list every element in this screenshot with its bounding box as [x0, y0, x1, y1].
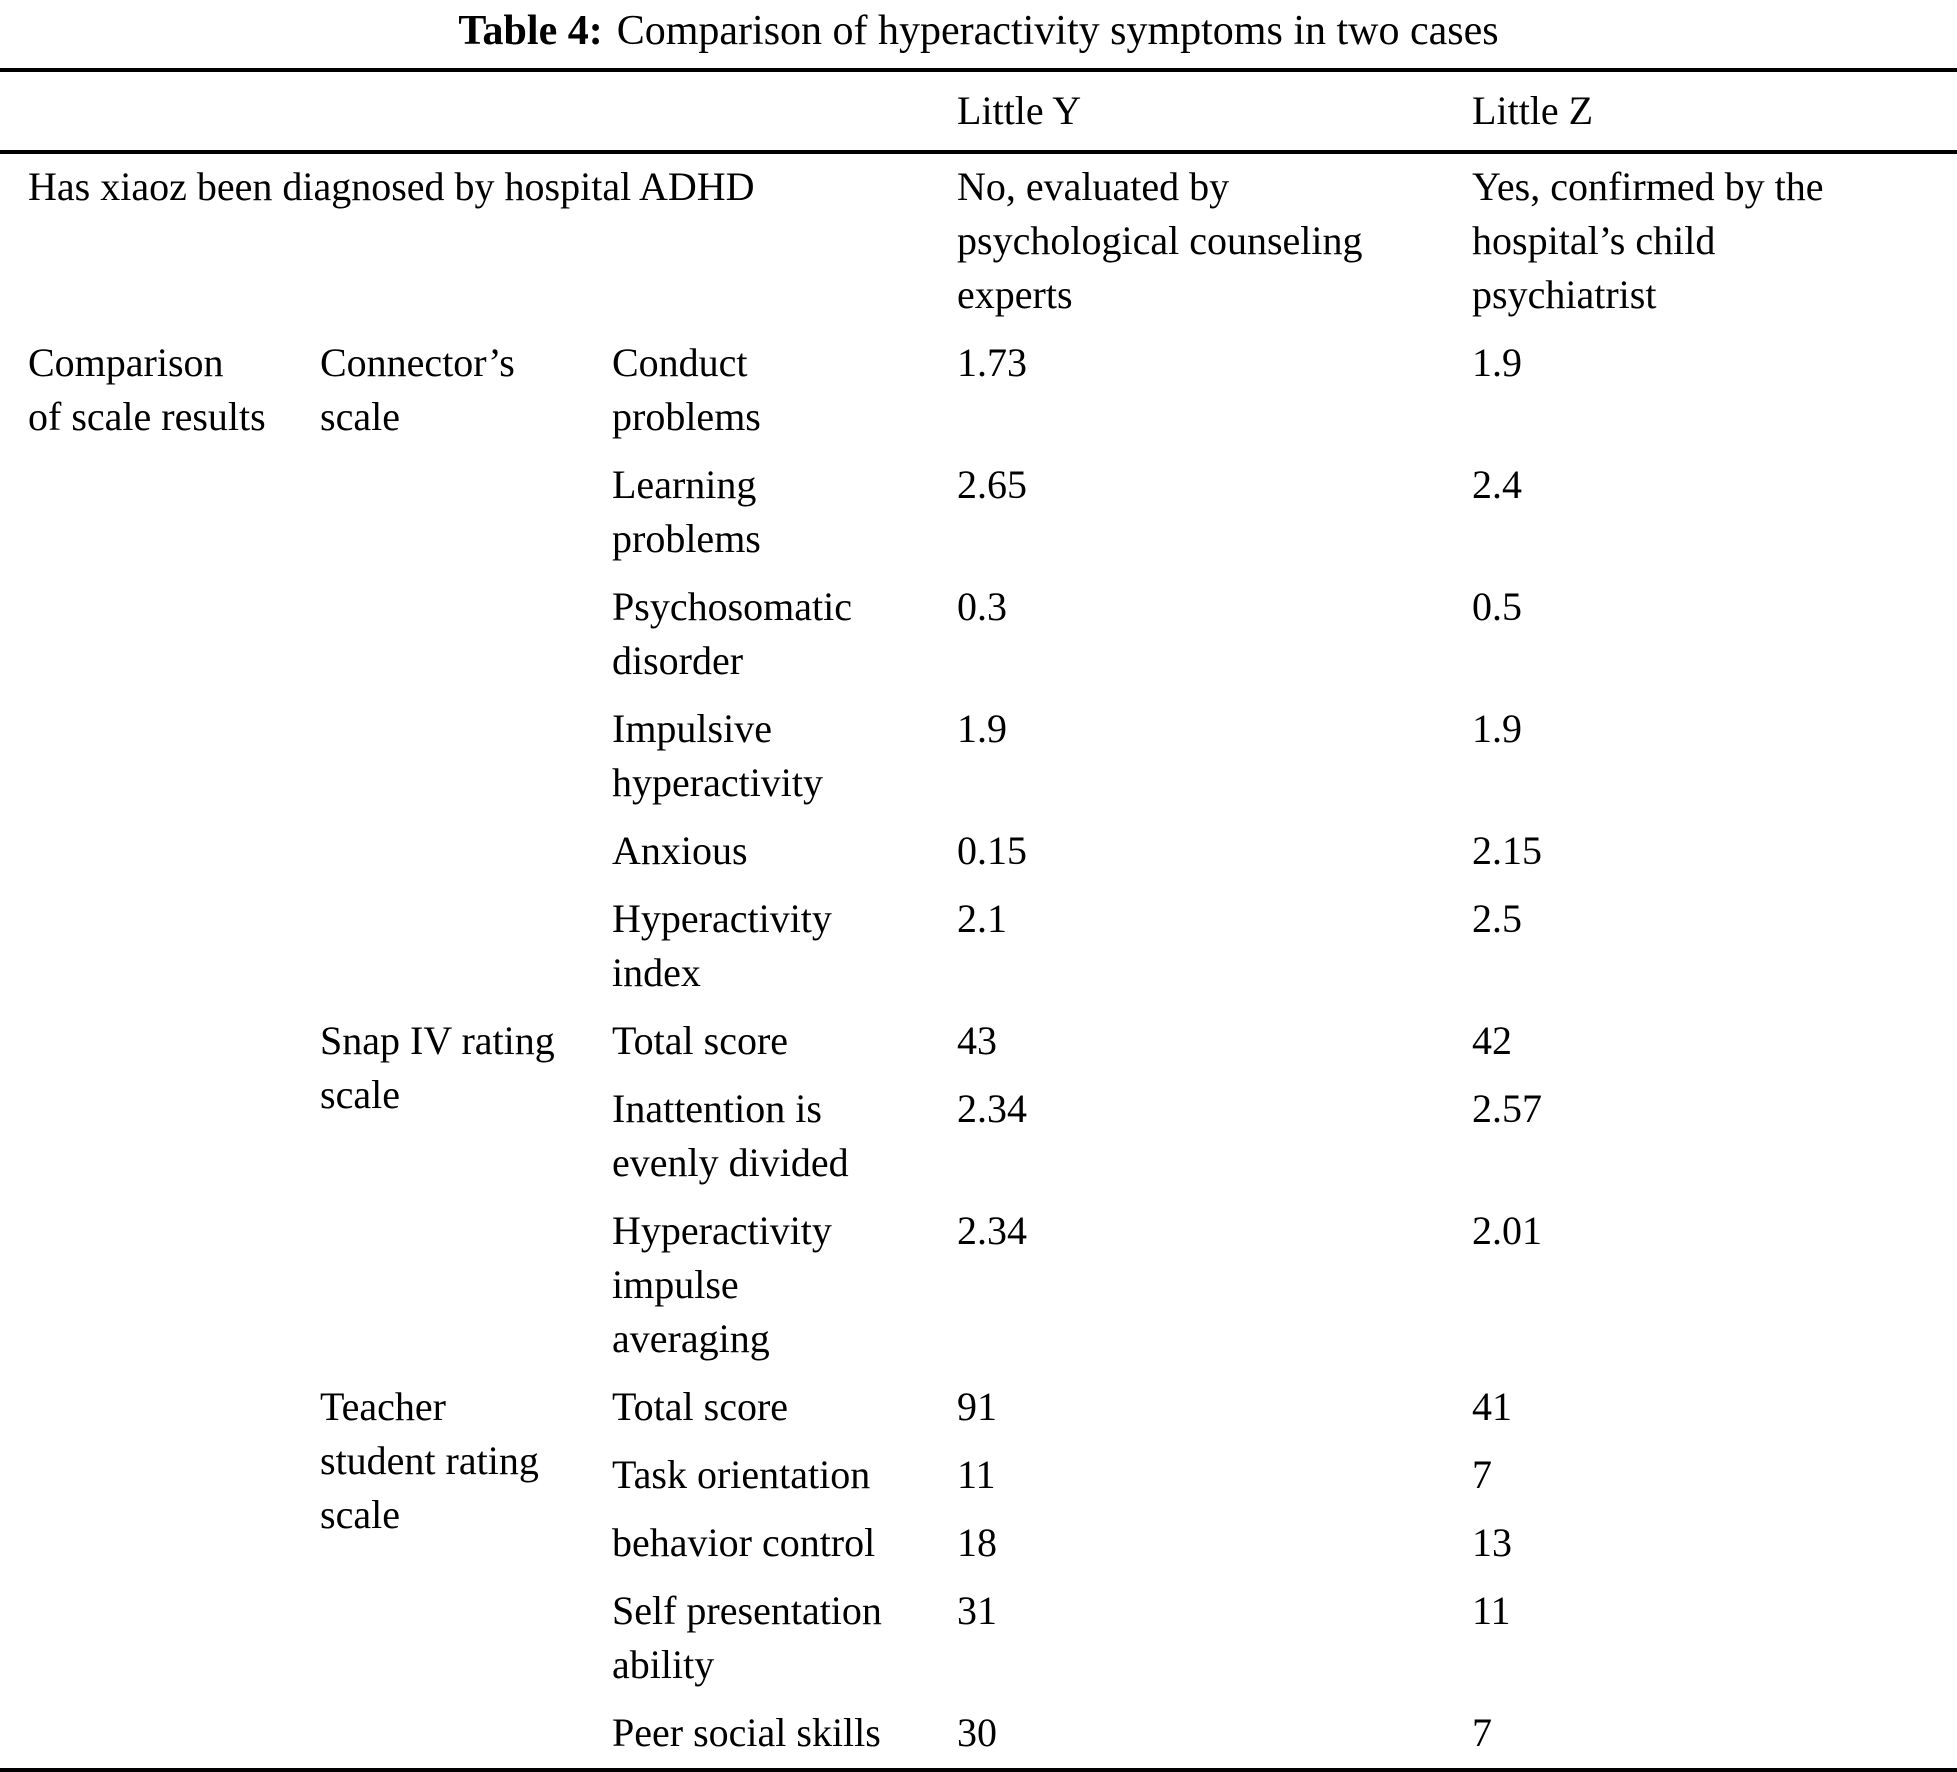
item-row: Anxious 0.15 2.15 [0, 818, 1957, 886]
column-header-little-y: Little Y [957, 88, 1082, 133]
item-row: Teacher student rating scale Total score 9… [0, 1374, 1957, 1537]
item-label-cell: Anxious [612, 828, 748, 873]
little-y-value-cell: 31 [957, 1588, 998, 1633]
item-label-cell: Learning problems [612, 462, 761, 561]
item-label-cell: Hyperactivity impulse averaging [612, 1208, 832, 1361]
little-y-value-cell: 2.34 [957, 1208, 1028, 1253]
item-label-cell: Task orientation [612, 1452, 871, 1497]
little-z-value-cell: 2.01 [1472, 1208, 1543, 1253]
little-y-value-cell: 1.73 [957, 340, 1028, 385]
little-z-value-cell: 7 [1472, 1710, 1493, 1755]
table-title-text: Comparison of hyperactivity symptoms in … [616, 8, 1499, 54]
little-y-value-cell: 91 [957, 1384, 998, 1429]
item-label-cell: Total score [612, 1384, 789, 1429]
scale-name-cell: Snap IV rating scale [320, 1018, 555, 1117]
item-row: behavior control 18 13 [0, 1510, 1957, 1578]
column-header-little-z: Little Z [1472, 88, 1594, 133]
group-label-cell: Comparison of scale results [28, 340, 266, 439]
little-y-value-cell: 2.1 [957, 896, 1008, 941]
diagnosis-row: Has xiaoz been diagnosed by hospital ADH… [0, 152, 1957, 330]
little-y-value-cell: 2.65 [957, 462, 1028, 507]
little-z-value-cell: 2.5 [1472, 896, 1523, 941]
item-row: Self presentation ability 31 11 [0, 1578, 1957, 1700]
little-y-value-cell: 43 [957, 1018, 998, 1063]
little-y-value-cell: 30 [957, 1710, 998, 1755]
table-header: Little Y Little Z [0, 70, 1957, 152]
item-label-cell: Peer social skills [612, 1710, 881, 1755]
item-label-cell: Psychosomatic disorder [612, 584, 852, 683]
diagnosis-question-cell: Has xiaoz been diagnosed by hospital ADH… [28, 164, 755, 209]
table-number-label: Table 4: [458, 8, 603, 54]
item-label-cell: Inattention is evenly divided [612, 1086, 849, 1185]
item-row: Task orientation 11 7 [0, 1442, 1957, 1510]
little-z-value-cell: 7 [1472, 1452, 1493, 1497]
little-y-value-cell: 0.3 [957, 584, 1008, 629]
table-title: Table 4: Comparison of hyperactivity symp… [0, 6, 1957, 56]
item-row: Hyperactivity impulse averaging 2.34 2.01 [0, 1198, 1957, 1374]
header-row: Little Y Little Z [0, 70, 1957, 152]
empty-header-cell [0, 70, 957, 152]
item-label-cell: behavior control [612, 1520, 876, 1565]
item-row: Hyperactivity index 2.1 2.5 [0, 886, 1957, 1008]
little-y-value-cell: 2.34 [957, 1086, 1028, 1131]
comparison-table: Little Y Little Z Has xiaoz been diagnos… [0, 68, 1957, 1772]
little-z-value-cell: 2.57 [1472, 1086, 1543, 1131]
item-label-cell: Hyperactivity index [612, 896, 832, 995]
item-row: Snap IV rating scale Total score 43 42 [0, 1008, 1957, 1117]
little-z-value-cell: 13 [1472, 1520, 1513, 1565]
item-row: Psychosomatic disorder 0.3 0.5 [0, 574, 1957, 696]
little-y-value-cell: 1.9 [957, 706, 1008, 751]
little-z-value-cell: 42 [1472, 1018, 1513, 1063]
item-label-cell: Total score [612, 1018, 789, 1063]
little-z-value-cell: 2.15 [1472, 828, 1543, 873]
diagnosis-little-y-cell: No, evaluated by psychological counselin… [957, 164, 1363, 317]
item-label-cell: Impulsive hyperactivity [612, 706, 824, 805]
little-z-value-cell: 41 [1472, 1384, 1513, 1429]
little-y-value-cell: 11 [957, 1452, 996, 1497]
little-z-value-cell: 2.4 [1472, 462, 1523, 507]
little-z-value-cell: 11 [1472, 1588, 1511, 1633]
item-row: Impulsive hyperactivity 1.9 1.9 [0, 696, 1957, 818]
table-body: Has xiaoz been diagnosed by hospital ADH… [0, 152, 1957, 1770]
scale-name-cell: Connector’s scale [320, 340, 515, 439]
little-y-value-cell: 18 [957, 1520, 998, 1565]
page: Table 4: Comparison of hyperactivity symp… [0, 6, 1957, 1772]
little-y-value-cell: 0.15 [957, 828, 1028, 873]
item-row: Learning problems 2.65 2.4 [0, 452, 1957, 574]
item-row: Inattention is evenly divided 2.34 2.57 [0, 1076, 1957, 1198]
diagnosis-little-z-cell: Yes, confirmed by the hospital’s child p… [1472, 164, 1824, 317]
scale-name-cell: Teacher student rating scale [320, 1384, 539, 1537]
little-z-value-cell: 1.9 [1472, 706, 1523, 751]
little-z-value-cell: 0.5 [1472, 584, 1523, 629]
little-z-value-cell: 1.9 [1472, 340, 1523, 385]
item-label-cell: Conduct problems [612, 340, 761, 439]
item-label-cell: Self presentation ability [612, 1588, 882, 1687]
item-row: Comparison of scale results Connector’s s… [0, 330, 1957, 452]
